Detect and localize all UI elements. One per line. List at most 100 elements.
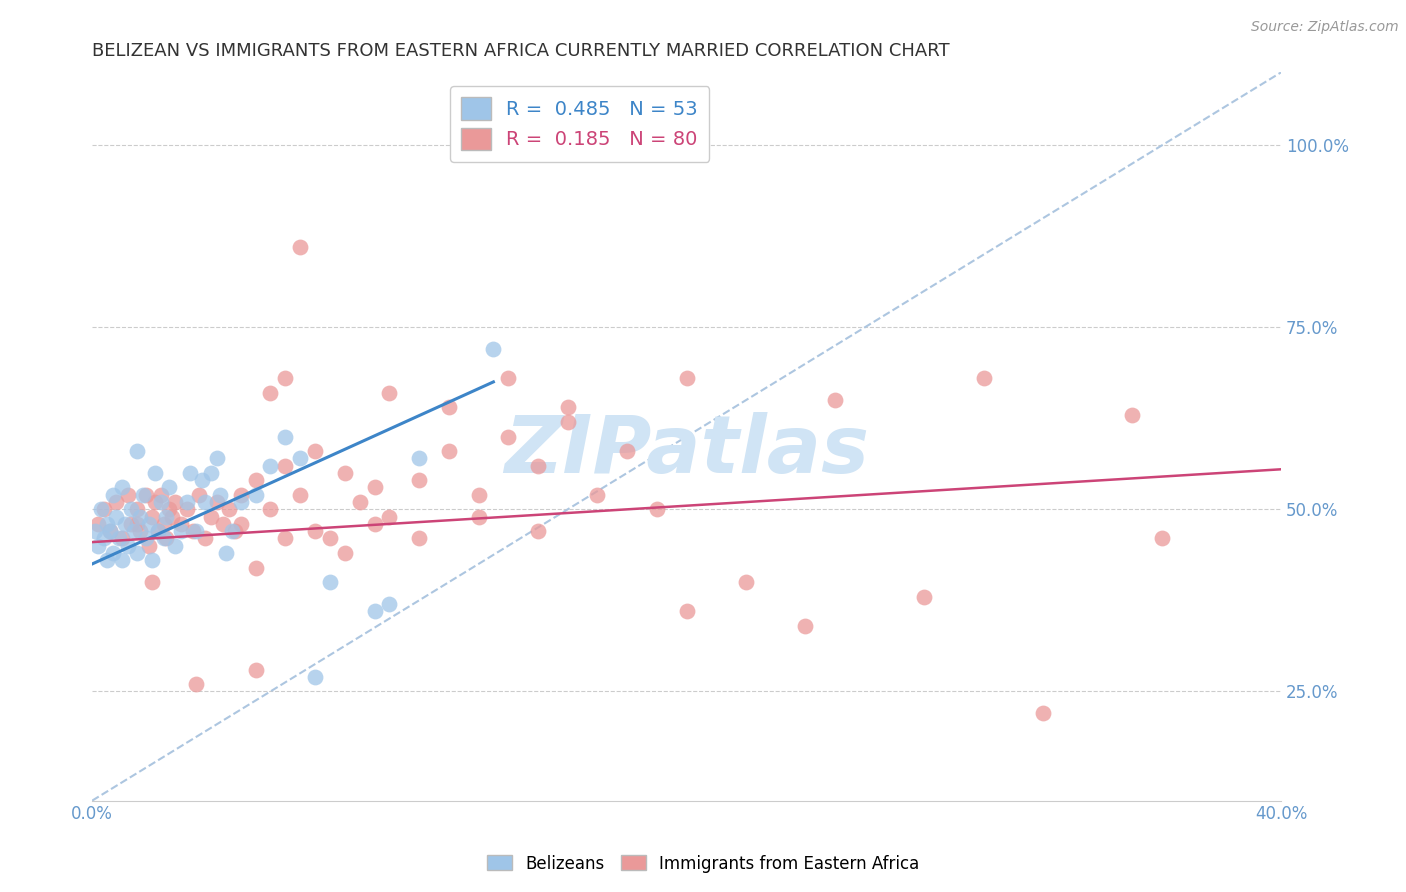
Point xyxy=(675,604,697,618)
Point xyxy=(98,524,121,539)
Point xyxy=(98,524,121,539)
Point xyxy=(141,575,163,590)
Point xyxy=(159,481,181,495)
Point xyxy=(125,546,148,560)
Point xyxy=(135,488,157,502)
Point xyxy=(188,488,211,502)
Point xyxy=(114,516,136,531)
Text: ZIPatlas: ZIPatlas xyxy=(505,412,869,490)
Point xyxy=(131,488,153,502)
Point xyxy=(128,509,150,524)
Point xyxy=(912,590,935,604)
Point xyxy=(101,546,124,560)
Point xyxy=(496,429,519,443)
Point xyxy=(205,495,228,509)
Point xyxy=(363,516,385,531)
Point xyxy=(290,240,312,254)
Point xyxy=(84,524,107,539)
Point xyxy=(215,546,238,560)
Point xyxy=(259,385,281,400)
Point xyxy=(333,466,356,480)
Point xyxy=(104,509,127,524)
Point xyxy=(245,473,267,487)
Point xyxy=(527,458,550,473)
Point xyxy=(467,509,489,524)
Point xyxy=(117,488,139,502)
Point xyxy=(224,524,246,539)
Point xyxy=(191,473,214,487)
Point xyxy=(152,532,174,546)
Point xyxy=(274,458,297,473)
Point xyxy=(290,488,312,502)
Point xyxy=(1121,408,1143,422)
Point xyxy=(141,553,163,567)
Point xyxy=(122,524,145,539)
Point xyxy=(333,546,356,560)
Point xyxy=(143,466,166,480)
Point xyxy=(205,451,228,466)
Point xyxy=(93,532,115,546)
Point xyxy=(186,677,208,691)
Point xyxy=(146,524,169,539)
Point xyxy=(675,371,697,385)
Legend: R =  0.485   N = 53, R =  0.185   N = 80: R = 0.485 N = 53, R = 0.185 N = 80 xyxy=(450,86,710,161)
Point xyxy=(159,502,181,516)
Point xyxy=(437,401,460,415)
Point xyxy=(319,532,342,546)
Point xyxy=(259,502,281,516)
Point xyxy=(170,524,193,539)
Point xyxy=(117,539,139,553)
Point xyxy=(304,524,326,539)
Point xyxy=(349,495,371,509)
Point xyxy=(135,532,157,546)
Point xyxy=(245,560,267,574)
Point xyxy=(274,429,297,443)
Point xyxy=(125,444,148,458)
Point xyxy=(363,481,385,495)
Point xyxy=(181,524,204,539)
Point xyxy=(155,509,177,524)
Point xyxy=(408,451,430,466)
Point xyxy=(218,502,240,516)
Point xyxy=(108,532,131,546)
Point xyxy=(125,502,148,516)
Point xyxy=(221,524,243,539)
Point xyxy=(138,516,160,531)
Point xyxy=(616,444,638,458)
Point xyxy=(96,516,118,531)
Point xyxy=(104,495,127,509)
Point xyxy=(93,502,115,516)
Point xyxy=(229,488,252,502)
Point xyxy=(162,509,184,524)
Point xyxy=(496,371,519,385)
Point xyxy=(111,553,134,567)
Point xyxy=(557,401,579,415)
Point xyxy=(363,604,385,618)
Point xyxy=(111,532,134,546)
Point xyxy=(794,619,817,633)
Text: BELIZEAN VS IMMIGRANTS FROM EASTERN AFRICA CURRENTLY MARRIED CORRELATION CHART: BELIZEAN VS IMMIGRANTS FROM EASTERN AFRI… xyxy=(93,42,950,60)
Point xyxy=(200,466,222,480)
Point xyxy=(245,663,267,677)
Point xyxy=(245,488,267,502)
Point xyxy=(482,342,505,356)
Point xyxy=(179,466,201,480)
Point xyxy=(155,532,177,546)
Point xyxy=(176,502,198,516)
Point xyxy=(194,532,217,546)
Point xyxy=(229,516,252,531)
Point xyxy=(141,509,163,524)
Point xyxy=(1032,706,1054,721)
Point xyxy=(165,495,187,509)
Point xyxy=(149,488,172,502)
Point xyxy=(101,488,124,502)
Point xyxy=(408,473,430,487)
Point xyxy=(229,495,252,509)
Point xyxy=(146,524,169,539)
Point xyxy=(200,509,222,524)
Point xyxy=(120,502,142,516)
Point xyxy=(165,539,187,553)
Point xyxy=(274,532,297,546)
Point xyxy=(120,516,142,531)
Point xyxy=(138,539,160,553)
